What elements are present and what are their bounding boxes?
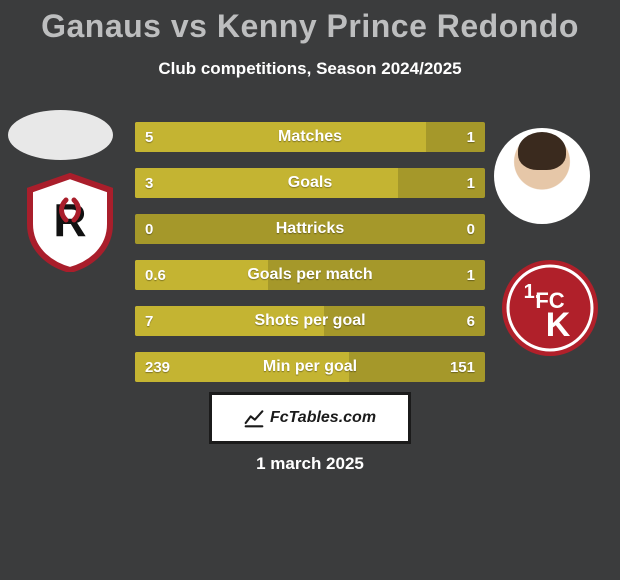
svg-text:R: R xyxy=(53,194,86,246)
subtitle: Club competitions, Season 2024/2025 xyxy=(0,59,620,79)
page-title: Ganaus vs Kenny Prince Redondo xyxy=(0,8,620,45)
stat-label: Matches xyxy=(135,122,485,152)
chart-icon xyxy=(244,408,264,428)
stat-label: Goals per match xyxy=(135,260,485,290)
stat-label: Shots per goal xyxy=(135,306,485,336)
club-left-logo: R xyxy=(20,172,120,272)
stat-row-goals: 3 Goals 1 xyxy=(135,168,485,198)
stat-row-min-per-goal: 239 Min per goal 151 xyxy=(135,352,485,382)
stat-value-right: 1 xyxy=(467,168,475,198)
stat-row-hattricks: 0 Hattricks 0 xyxy=(135,214,485,244)
svg-text:K: K xyxy=(546,306,571,344)
stat-value-right: 1 xyxy=(467,260,475,290)
player-left-avatar xyxy=(8,110,113,160)
stat-value-right: 0 xyxy=(467,214,475,244)
stats-panel: 5 Matches 1 3 Goals 1 0 Hattricks 0 0.6 … xyxy=(135,122,485,398)
club-right-logo: 1. FC K xyxy=(500,258,600,358)
date-text: 1 march 2025 xyxy=(0,454,620,474)
stat-value-right: 151 xyxy=(450,352,475,382)
stat-label: Hattricks xyxy=(135,214,485,244)
stat-row-shots-per-goal: 7 Shots per goal 6 xyxy=(135,306,485,336)
stat-row-matches: 5 Matches 1 xyxy=(135,122,485,152)
player-right-avatar xyxy=(494,128,590,224)
stat-label: Min per goal xyxy=(135,352,485,382)
stat-label: Goals xyxy=(135,168,485,198)
stat-row-goals-per-match: 0.6 Goals per match 1 xyxy=(135,260,485,290)
watermark: FcTables.com xyxy=(209,392,411,444)
stat-value-right: 1 xyxy=(467,122,475,152)
watermark-text: FcTables.com xyxy=(270,409,376,427)
stat-value-right: 6 xyxy=(467,306,475,336)
